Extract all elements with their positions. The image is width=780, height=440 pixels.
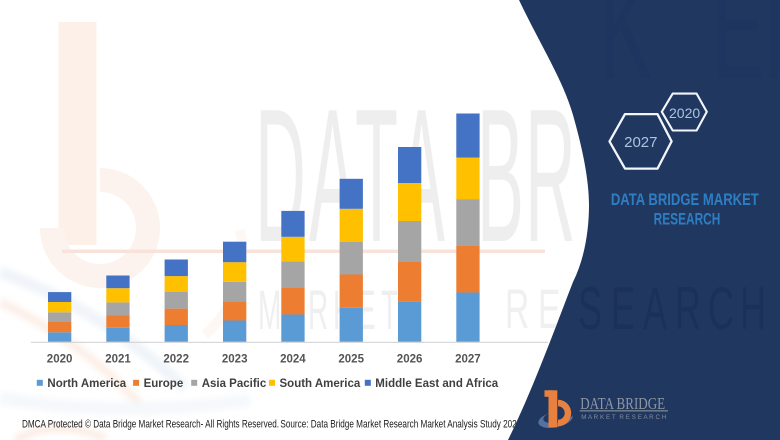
svg-text:E: E [712, 0, 764, 111]
svg-text:2024: 2024 [280, 353, 306, 365]
svg-text:2026: 2026 [397, 353, 423, 365]
svg-text:R: R [675, 276, 701, 343]
svg-text:K: K [600, 0, 652, 111]
svg-text:Asia Pacific: Asia Pacific [202, 378, 267, 390]
svg-text:M: M [258, 280, 281, 342]
svg-text:C: C [708, 276, 734, 343]
svg-text:North America: North America [47, 378, 126, 390]
svg-text:Europe: Europe [144, 378, 184, 390]
svg-text:T: T [381, 280, 398, 342]
svg-text:RESEARCH: RESEARCH [654, 211, 721, 230]
svg-text:E: E [538, 277, 560, 340]
svg-text:2020: 2020 [47, 353, 73, 365]
svg-text:2020: 2020 [669, 105, 700, 121]
svg-text:H: H [740, 276, 766, 343]
svg-text:Middle East and Africa: Middle East and Africa [375, 378, 499, 390]
svg-text:T: T [750, 0, 780, 111]
svg-text:Source: Data Bridge Market Res: Source: Data Bridge Market Research Mark… [280, 419, 521, 431]
svg-text:E: E [611, 276, 635, 343]
svg-text:R: R [525, 70, 576, 282]
svg-text:2027: 2027 [624, 134, 657, 151]
svg-text:DATA BRIDGE: DATA BRIDGE [580, 395, 665, 413]
svg-text:2022: 2022 [163, 353, 189, 365]
svg-text:DMCA Protected © Data Bridge M: DMCA Protected © Data Bridge Market Rese… [22, 419, 279, 431]
svg-text:DATA BRIDGE MARKET: DATA BRIDGE MARKET [611, 190, 760, 209]
svg-text:R: R [308, 280, 328, 342]
svg-text:South America: South America [280, 378, 361, 390]
svg-text:A: A [643, 276, 667, 343]
svg-text:M A R K E T R E S E A R C H: M A R K E T R E S E A R C H [581, 414, 666, 421]
svg-text:S: S [578, 276, 602, 343]
svg-text:2025: 2025 [338, 353, 364, 365]
svg-text:R: R [505, 277, 529, 340]
svg-text:B: B [477, 70, 524, 282]
svg-text:2023: 2023 [222, 353, 248, 365]
svg-text:2021: 2021 [105, 353, 131, 365]
svg-text:2027: 2027 [455, 353, 481, 365]
